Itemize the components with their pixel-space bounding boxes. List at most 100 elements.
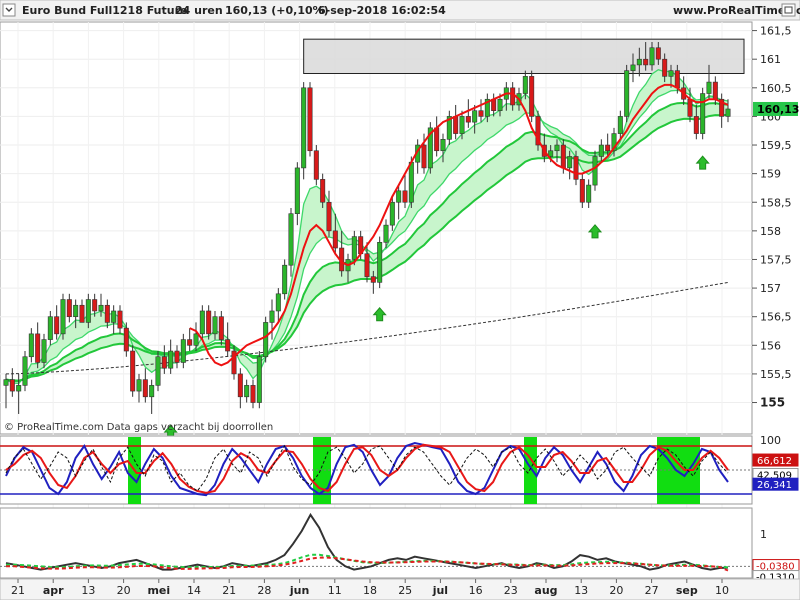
time-tick-label: aug [534,584,557,597]
candle-up [611,133,617,152]
candle-up [598,144,604,157]
price-tick-label: 156,5 [760,311,792,324]
candle-up [377,242,383,283]
candle-up [16,385,22,392]
candle-up [440,139,446,152]
time-tick-label: 18 [363,584,377,597]
last-price-tag: 160,13 [753,101,799,116]
candle-up [180,339,186,363]
candle-down [218,316,224,340]
instrument-title: Euro Bund Full1218 Future [22,4,187,17]
range-box [303,38,745,74]
candle-down [579,179,585,203]
candle-up [301,87,307,169]
candle-up [668,70,674,77]
price-tick-label: 156 [760,339,781,352]
candle-up [149,385,155,398]
candle-down [187,339,193,346]
candle-down [370,276,376,283]
candle-up [193,333,199,346]
candle-down [662,58,668,77]
stochastic-value-tag [752,453,799,467]
stochastic-tick-label: 100 [760,434,781,447]
candle-down [529,76,535,117]
price-tick-label: 157,5 [760,253,792,266]
candle-up [389,201,395,226]
price-panel: © ProRealTime.com Data gaps verzacht bij… [0,21,753,578]
candle-up [256,356,262,403]
candle-down [66,299,72,317]
header-bar: Euro Bund Full1218 Future 24 uren 160,13… [0,0,800,21]
candle-up [98,304,104,312]
candle-up [212,316,218,335]
candle-down [142,379,148,398]
candle-down [9,379,15,392]
menu-icon[interactable] [2,3,16,17]
time-tick-label: 11 [328,584,342,597]
time-tick-label: jun [289,584,309,597]
last-change-label: 160,13 (+0,10%) [225,4,329,17]
candle-up [199,310,205,335]
time-axis: 21 apr 13 20 mei 14 21 28 jun 11 18 25 jul 16 23 aug 13 2… [0,578,800,600]
candle-up [47,316,53,340]
candle-down [573,156,579,180]
candle-down [117,310,123,329]
price-tick-label: 155 [760,396,785,410]
momentum-panel [0,507,753,579]
price-tick-label: 155,5 [760,368,792,381]
candle-down [687,98,693,117]
momentum-axis: 1 -0,0380-0,1310 [752,528,800,584]
candle-up [446,116,452,140]
price-tick-label: 159,5 [760,139,792,152]
watermark: © ProRealTime.com Data gaps verzacht bij… [4,422,273,433]
candle-down [237,373,243,398]
candle-down [364,253,370,277]
candle-down [674,70,680,89]
candle-down [326,201,332,232]
time-tick-label: sep [676,584,698,597]
candle-up [28,333,34,358]
stochastic-raw-line [5,444,729,492]
ema-band-fill-slow [6,102,728,382]
candle-up [548,150,554,157]
candle-up [269,310,275,323]
stochastic-value-tag [752,477,799,491]
momentum-tick-label: 1 [760,528,767,541]
time-tick-label: mei [147,584,170,597]
candle-down [206,310,212,335]
price-tick-label: 161 [760,53,781,66]
momentum-value-label: -0,1310 [756,573,795,584]
candle-down [402,190,408,203]
long-moving-average [5,281,729,375]
candle-down [92,299,98,312]
candle-up [3,379,9,386]
candle-up [168,350,174,369]
datetime-label: 6-sep-2018 16:02:54 [318,4,446,17]
price-axis: 161,5161160,5160159,5159158,5158157,5157… [752,25,792,410]
candle-down [465,116,471,123]
stochastic-levels [0,445,752,495]
candle-down [719,98,725,117]
candle-up [427,127,433,169]
candle-up [706,81,712,94]
candle-up [136,379,142,392]
time-tick-label: 13 [574,584,588,597]
candle-up [383,224,389,243]
red-ema-line [189,83,729,367]
time-tick-label: 20 [117,584,131,597]
candle-up [624,70,630,117]
candle-down [54,316,60,335]
time-tick-label: 23 [504,584,518,597]
timeframe-label: 24 uren [175,4,223,17]
candle-up [22,356,28,386]
candle-up [155,356,161,386]
last-price-value: 160,13 [757,103,799,116]
candle-down [535,116,541,146]
candle-down [35,333,41,363]
candle-down [231,350,237,375]
momentum-line [5,512,729,571]
candle-down [712,81,718,100]
maximize-icon[interactable] [781,3,796,17]
candle-down [643,58,649,66]
time-tick-label: 16 [469,584,483,597]
